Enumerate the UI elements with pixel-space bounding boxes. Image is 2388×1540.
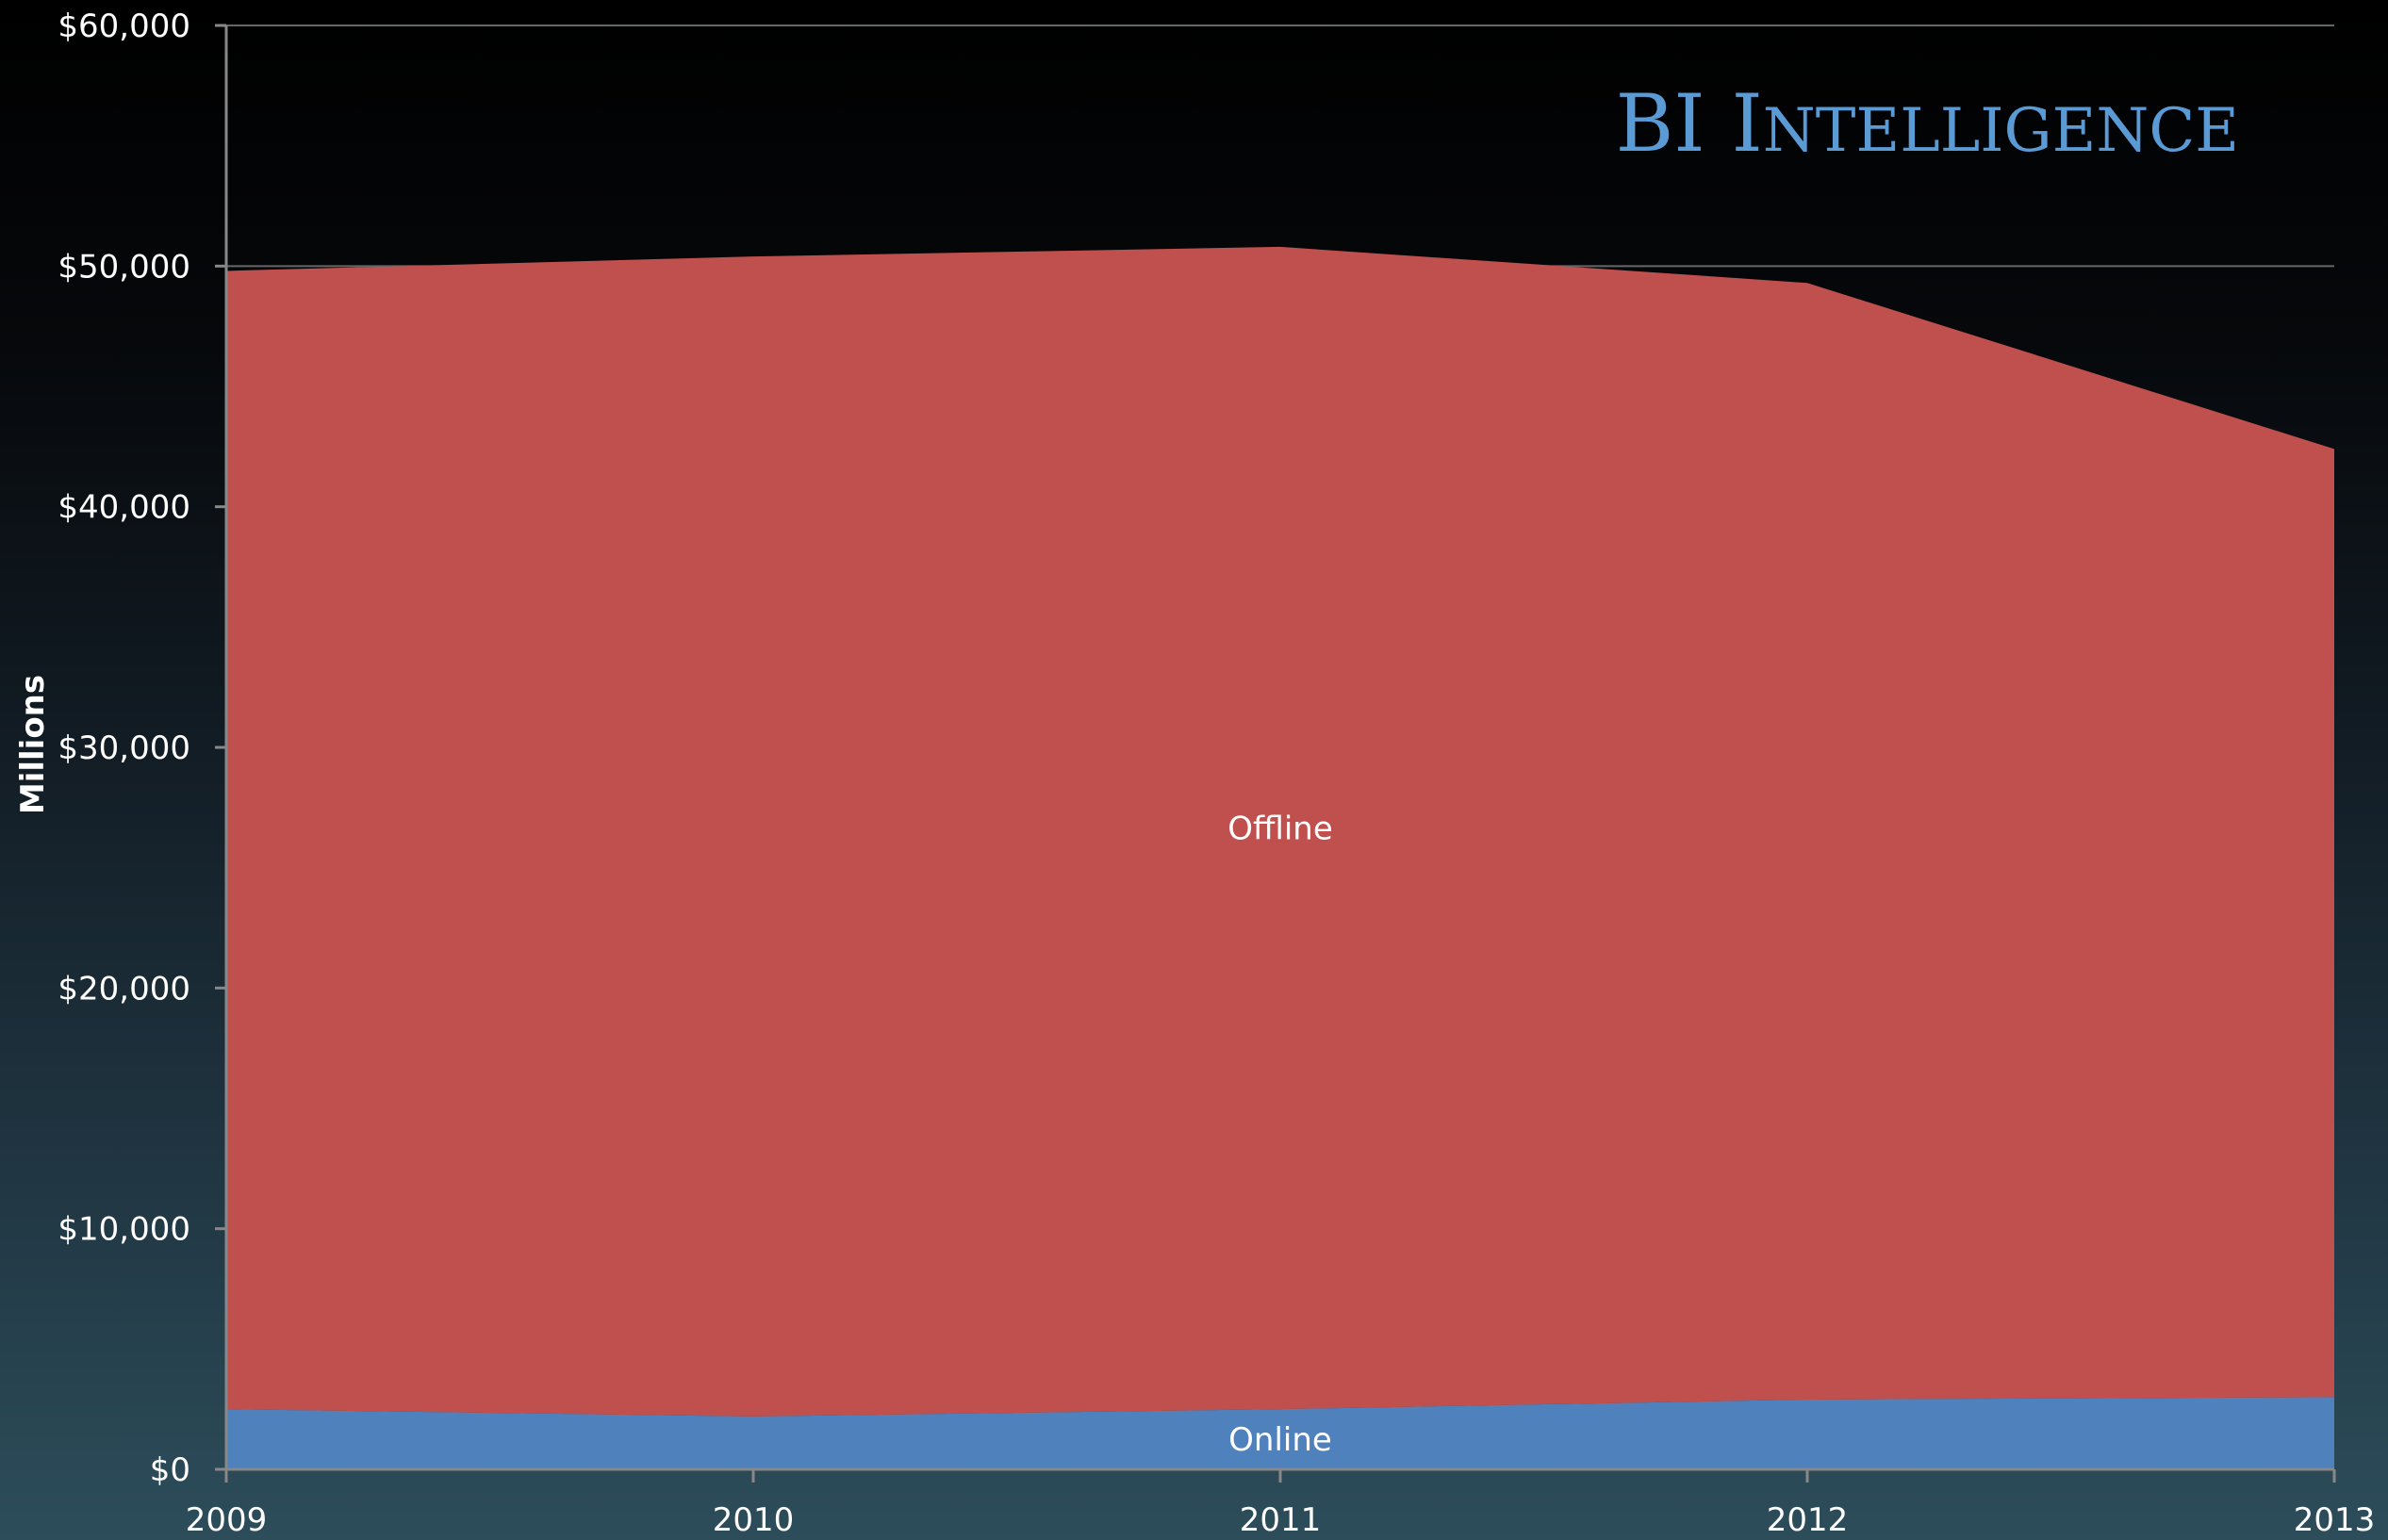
y-tick-label-0: $0 <box>150 1451 190 1489</box>
y-tick-label-1: $10,000 <box>58 1211 190 1249</box>
y-tick-label-6: $60,000 <box>58 8 190 45</box>
brand-logo: BI INTELLIGENCE <box>1616 77 2239 170</box>
area-offline <box>226 246 2334 1417</box>
y-tick-labels: $0 $10,000 $20,000 $30,000 $40,000 $50,000 $60… <box>58 8 190 1489</box>
series-label-offline: Offline <box>1227 811 1333 848</box>
x-tick-label-2011: 2011 <box>1240 1501 1322 1539</box>
x-tick-label-2012: 2012 <box>1767 1501 1849 1539</box>
series-label-online: Online <box>1228 1421 1332 1459</box>
axes <box>215 24 2336 1483</box>
area-online <box>226 1397 2334 1469</box>
y-tick-label-2: $20,000 <box>58 970 190 1008</box>
y-tick-label-5: $50,000 <box>58 248 190 286</box>
x-tick-labels: 2009 2010 2011 2012 2013 <box>186 1501 2376 1539</box>
y-tick-label-3: $30,000 <box>58 729 190 767</box>
brand-logo-i: I <box>1732 77 1763 170</box>
x-tick-label-2009: 2009 <box>186 1501 268 1539</box>
series-labels: Online Offline <box>1227 811 1333 1460</box>
brand-logo-bi: BI <box>1616 77 1705 170</box>
y-axis-title: Millions <box>14 675 52 814</box>
brand-logo-rest: NTELLIGENCE <box>1763 96 2239 166</box>
x-tick-label-2010: 2010 <box>713 1501 795 1539</box>
y-tick-label-4: $40,000 <box>58 489 190 527</box>
area-series <box>226 246 2334 1469</box>
x-tick-label-2013: 2013 <box>2294 1501 2376 1539</box>
